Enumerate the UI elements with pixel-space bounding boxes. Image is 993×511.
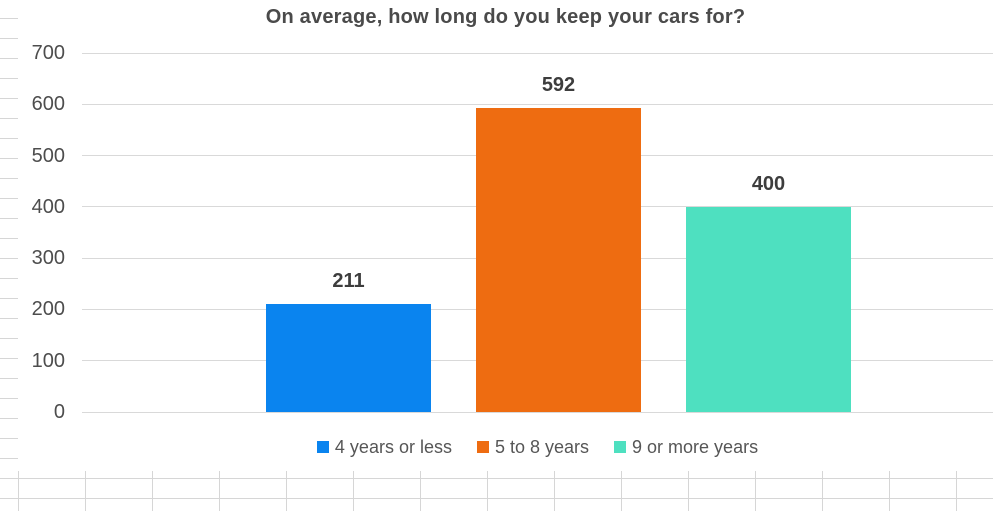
- plot-area: 700 600 500 400 300 200 100 0 211 592 400: [18, 0, 993, 471]
- y-axis-label: 400: [31, 195, 65, 218]
- chart-title: On average, how long do you keep your ca…: [265, 6, 746, 28]
- y-gridline: [82, 411, 993, 413]
- y-gridline: [82, 52, 993, 54]
- y-axis-label: 700: [31, 42, 65, 64]
- y-axis-label: 0: [53, 401, 65, 423]
- y-gridline: [82, 103, 993, 105]
- bar-5-to-8-years[interactable]: [476, 108, 641, 412]
- legend-item-4-years-or-less[interactable]: 4 years or less: [316, 436, 452, 458]
- legend-swatch-icon: [316, 441, 329, 453]
- y-axis-label: 200: [31, 298, 65, 321]
- y-axis-label: 600: [31, 93, 65, 116]
- y-axis-label: 500: [31, 144, 65, 167]
- legend-item-label: 9 or more years: [632, 436, 759, 457]
- legend-swatch-icon: [614, 441, 627, 453]
- legend-item-label: 5 to 8 years: [494, 436, 590, 457]
- chart-legend: 4 years or less 5 to 8 years 9 or more yea…: [82, 434, 993, 460]
- y-axis-label: 100: [31, 349, 65, 372]
- bar-value-label: 400: [751, 172, 786, 195]
- y-axis-label: 300: [31, 247, 65, 270]
- legend-item-label: 4 years or less: [334, 436, 452, 457]
- bar-value-label: 211: [332, 269, 365, 292]
- bar-9-or-more-years[interactable]: [686, 206, 851, 412]
- bar-4-years-or-less[interactable]: [266, 303, 431, 412]
- chart-canvas[interactable]: On average, how long do you keep your ca…: [18, 0, 993, 471]
- legend-swatch-icon: [476, 441, 489, 453]
- bar-value-label: 592: [541, 74, 576, 97]
- legend-item-9-or-more-years[interactable]: 9 or more years: [614, 437, 758, 458]
- legend-item-5-to-8-years[interactable]: 5 to 8 years: [476, 436, 590, 458]
